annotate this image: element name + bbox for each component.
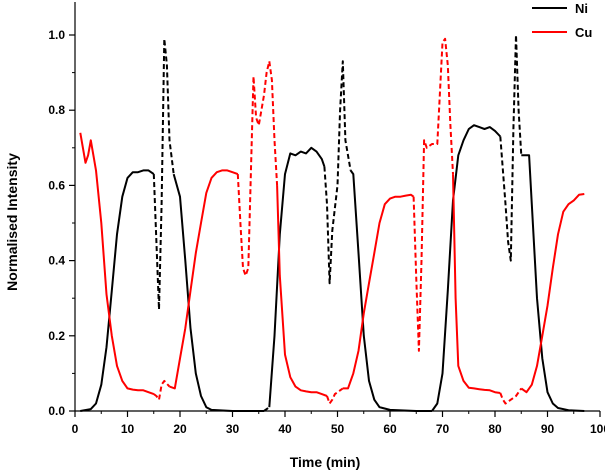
x-tick-label: 60 — [383, 422, 397, 436]
x-ticks: 0 10 20 30 40 50 60 70 80 90 100 — [72, 411, 605, 436]
y-axis-title: Normalised Intensity — [4, 153, 20, 291]
cu-series-solid-segment-7 — [342, 193, 415, 390]
y-ticks: 0.0 0.2 0.4 0.6 0.8 1.0 — [48, 28, 75, 418]
cu-series-solid-segment-1 — [79, 132, 155, 396]
ni-series-solid-segment-10 — [521, 154, 585, 412]
legend-label-ni: Ni — [575, 1, 588, 16]
y-tick-label: 0.6 — [48, 178, 65, 192]
x-axis-title: Time (min) — [290, 454, 361, 470]
x-tick-label: 10 — [121, 422, 135, 436]
x-tick-label: 50 — [331, 422, 345, 436]
legend-label-cu: Cu — [575, 25, 592, 40]
ni-series-dashed-segment-6 — [323, 60, 352, 285]
cu-series-dashed-segment-2 — [153, 379, 171, 401]
ni-series-solid-segment-8 — [431, 124, 502, 412]
cu-series-solid-segment-5 — [276, 185, 328, 397]
y-tick-label: 0.2 — [48, 329, 65, 343]
ni-series-dashed-segment-2 — [152, 37, 175, 311]
x-tick-label: 0 — [72, 422, 79, 436]
x-tick-label: 70 — [436, 422, 450, 436]
cu-series-solid-segment-3 — [169, 169, 239, 390]
cu-series-dashed-segment-10 — [499, 387, 523, 405]
x-tick-label: 80 — [488, 422, 502, 436]
x-tick-label: 40 — [278, 422, 292, 436]
y-tick-label: 1.0 — [48, 28, 65, 42]
x-tick-label: 90 — [541, 422, 555, 436]
ni-series-dashed-segment-4 — [263, 406, 270, 412]
y-tick-label: 0.8 — [48, 103, 65, 117]
cu-series-dashed-segment-4 — [236, 60, 279, 277]
cu-series-solid-segment-9 — [452, 174, 501, 394]
x-tick-label: 30 — [226, 422, 240, 436]
cu-series-dashed-segment-8 — [412, 37, 454, 352]
y-tick-label: 0.0 — [48, 404, 65, 418]
ni-series-solid-segment-1 — [80, 169, 155, 412]
x-tick-label: 20 — [173, 422, 187, 436]
ni-series-dashed-segment-9 — [499, 34, 523, 262]
cu-series-solid-segment-11 — [520, 193, 585, 394]
legend: Ni Cu — [532, 1, 592, 40]
y-tick-label: 0.4 — [48, 254, 65, 268]
x-tick-label: 100 — [590, 422, 605, 436]
